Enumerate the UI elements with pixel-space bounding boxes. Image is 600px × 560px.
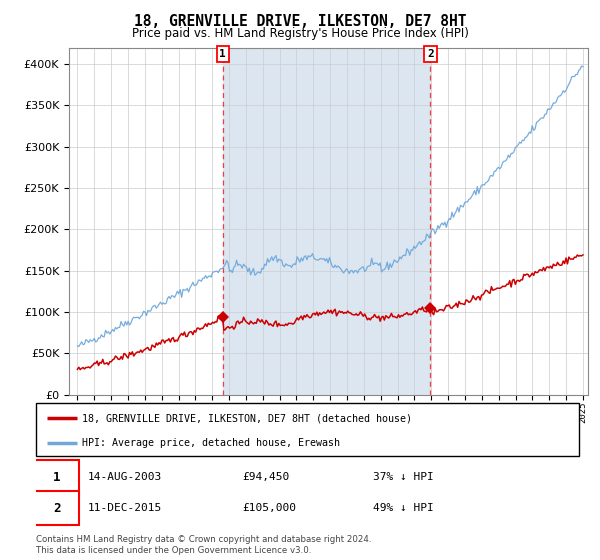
FancyBboxPatch shape xyxy=(33,491,79,525)
Text: 18, GRENVILLE DRIVE, ILKESTON, DE7 8HT (detached house): 18, GRENVILLE DRIVE, ILKESTON, DE7 8HT (… xyxy=(82,413,412,423)
FancyBboxPatch shape xyxy=(36,403,579,456)
Text: 1: 1 xyxy=(220,49,226,59)
Bar xyxy=(575,48,588,395)
Text: Price paid vs. HM Land Registry's House Price Index (HPI): Price paid vs. HM Land Registry's House … xyxy=(131,27,469,40)
Text: 2: 2 xyxy=(427,49,434,59)
Text: 1: 1 xyxy=(53,471,61,484)
Text: 18, GRENVILLE DRIVE, ILKESTON, DE7 8HT: 18, GRENVILLE DRIVE, ILKESTON, DE7 8HT xyxy=(134,14,466,29)
Bar xyxy=(223,48,430,395)
Text: 2: 2 xyxy=(53,502,61,515)
Text: HPI: Average price, detached house, Erewash: HPI: Average price, detached house, Erew… xyxy=(82,438,340,448)
Text: £105,000: £105,000 xyxy=(242,503,296,513)
Text: This data is licensed under the Open Government Licence v3.0.: This data is licensed under the Open Gov… xyxy=(36,547,311,556)
Text: 14-AUG-2003: 14-AUG-2003 xyxy=(88,473,162,482)
Text: 11-DEC-2015: 11-DEC-2015 xyxy=(88,503,162,513)
Text: £94,450: £94,450 xyxy=(242,473,290,482)
Text: 37% ↓ HPI: 37% ↓ HPI xyxy=(373,473,433,482)
Text: Contains HM Land Registry data © Crown copyright and database right 2024.: Contains HM Land Registry data © Crown c… xyxy=(36,535,371,544)
Text: 49% ↓ HPI: 49% ↓ HPI xyxy=(373,503,433,513)
FancyBboxPatch shape xyxy=(33,460,79,494)
